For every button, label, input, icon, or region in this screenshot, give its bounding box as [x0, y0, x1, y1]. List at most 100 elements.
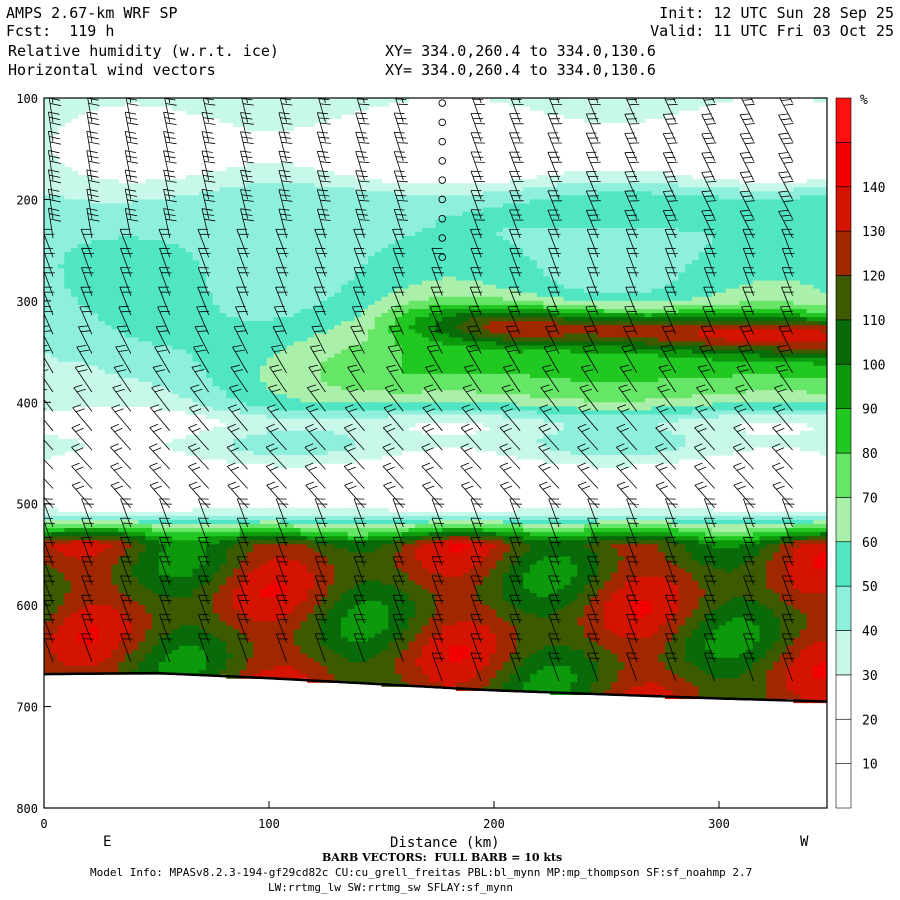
rh-cell	[152, 268, 160, 274]
rh-cell	[287, 235, 295, 241]
rh-cell	[104, 511, 113, 517]
rh-cell	[266, 629, 275, 635]
rh-cell	[233, 572, 241, 578]
rh-cell	[152, 572, 160, 578]
rh-cell	[84, 288, 92, 294]
rh-cell	[253, 304, 261, 310]
rh-cell	[341, 227, 349, 233]
rh-cell	[91, 211, 99, 217]
rh-cell	[212, 296, 221, 302]
rh-cell	[266, 175, 275, 180]
rh-cell	[50, 580, 59, 586]
rh-cell	[334, 300, 342, 306]
rh-cell	[138, 528, 146, 533]
rh-cell	[64, 276, 72, 282]
rh-cell	[77, 641, 86, 647]
rh-cell	[293, 657, 302, 663]
rh-cell	[239, 325, 248, 330]
rh-cell	[219, 353, 227, 359]
rh-cell	[172, 248, 180, 253]
rh-cell	[293, 337, 302, 343]
rh-cell	[260, 605, 268, 610]
rh-cell	[293, 670, 302, 675]
rh-cell	[118, 187, 126, 192]
rh-cell	[293, 625, 302, 631]
rh-cell	[199, 373, 207, 379]
rh-cell	[314, 256, 322, 261]
rh-cell	[71, 215, 79, 221]
rh-cell	[57, 592, 65, 598]
rh-cell	[314, 195, 322, 201]
rh-cell	[192, 576, 200, 582]
rh-cell	[172, 524, 180, 529]
rh-cell	[152, 552, 160, 558]
rh-cell	[334, 114, 342, 119]
rh-cell	[307, 260, 315, 265]
rh-cell	[239, 353, 248, 359]
rh-cell	[165, 240, 173, 245]
rh-cell	[131, 382, 140, 387]
rh-cell	[71, 288, 79, 294]
rh-cell	[172, 629, 180, 635]
rh-cell	[300, 459, 308, 464]
rh-cell	[118, 377, 126, 383]
rh-cell	[280, 264, 288, 269]
rh-cell	[226, 304, 234, 310]
rh-cell	[131, 661, 140, 667]
rh-cell	[50, 434, 59, 440]
rh-cell	[246, 402, 254, 407]
rh-cell	[246, 430, 254, 436]
rh-cell	[179, 215, 187, 221]
rh-cell	[192, 300, 200, 306]
rh-cell	[145, 353, 153, 359]
rh-cell	[314, 450, 322, 456]
rh-cell	[246, 455, 254, 460]
rh-cell	[239, 296, 248, 302]
rh-cell	[185, 308, 194, 314]
rh-cell	[50, 402, 59, 407]
rh-cell	[300, 199, 308, 205]
rh-cell	[192, 284, 200, 290]
rh-cell	[219, 390, 227, 395]
rh-cell	[307, 329, 315, 334]
rh-cell	[152, 645, 160, 651]
rh-cell	[334, 106, 342, 111]
rh-cell	[287, 292, 295, 298]
rh-cell	[118, 102, 126, 107]
rh-cell	[206, 377, 214, 383]
rh-cell	[260, 450, 268, 456]
rh-cell	[300, 406, 308, 411]
rh-cell	[64, 102, 72, 107]
rh-cell	[172, 183, 180, 188]
rh-cell	[199, 621, 207, 627]
rh-cell	[98, 576, 106, 582]
rh-cell	[165, 584, 173, 590]
rh-cell	[57, 572, 65, 578]
rh-cell	[91, 394, 99, 399]
rh-cell	[212, 175, 221, 180]
rh-cell	[64, 235, 72, 241]
rh-cell	[246, 300, 254, 306]
rh-cell	[253, 666, 261, 671]
rh-cell	[158, 341, 167, 347]
rh-cell	[172, 438, 180, 444]
rh-cell	[77, 649, 86, 655]
rh-cell	[320, 601, 329, 606]
rh-cell	[314, 260, 322, 265]
rh-cell	[50, 609, 59, 614]
rh-cell	[206, 519, 214, 525]
rh-cell	[125, 361, 133, 367]
rh-cell	[172, 284, 180, 290]
rh-cell	[334, 414, 342, 420]
rh-cell	[64, 179, 72, 184]
rh-cell	[246, 223, 254, 229]
rh-cell	[212, 580, 221, 586]
rh-cell	[64, 511, 72, 517]
rh-cell	[57, 203, 65, 209]
rh-cell	[71, 191, 79, 196]
rh-cell	[260, 410, 268, 416]
rh-cell	[111, 252, 119, 257]
rh-cell	[273, 337, 281, 343]
rh-cell	[98, 657, 106, 663]
rh-cell	[266, 670, 275, 675]
